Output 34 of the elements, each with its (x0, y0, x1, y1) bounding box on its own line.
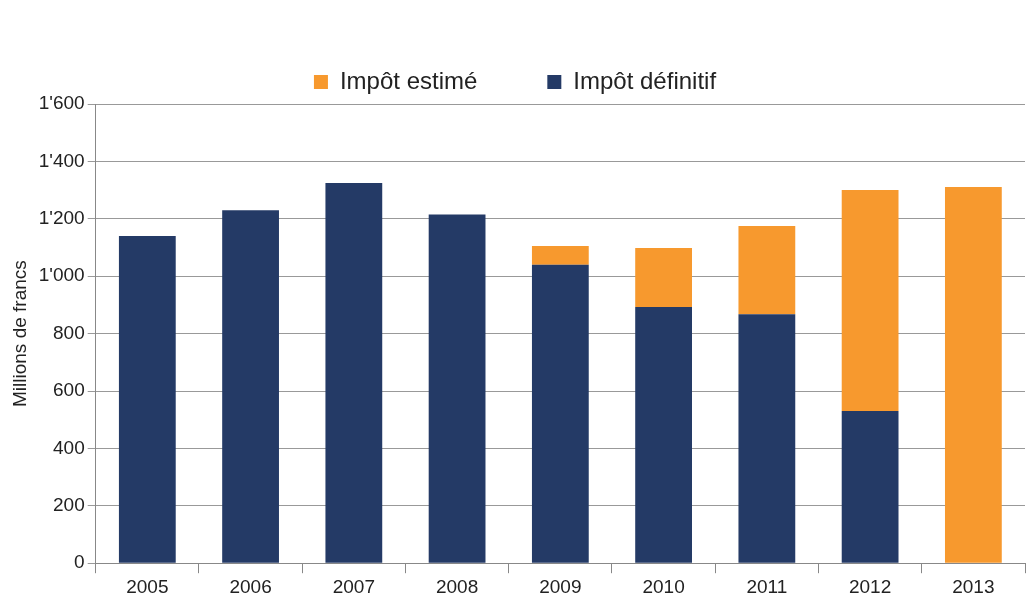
x-tick-label: 2005 (126, 575, 169, 597)
bar (531, 264, 589, 563)
bar (635, 306, 692, 563)
y-tick-label: 400 (52, 436, 85, 458)
y-tick-label: 800 (52, 321, 85, 343)
bar (841, 411, 899, 563)
y-tick-label: 200 (52, 494, 85, 516)
bar (531, 246, 589, 265)
y-tick-label: 0 (74, 551, 85, 573)
y-tick-label: 600 (52, 379, 85, 401)
bar (635, 248, 692, 307)
x-tick-label: 2006 (229, 575, 272, 597)
bar (738, 314, 796, 563)
y-tick-label: 1'400 (38, 149, 85, 171)
x-tick-label: 2012 (848, 575, 892, 597)
bar (841, 190, 899, 412)
x-tick-label: 2009 (539, 575, 582, 597)
x-tick-label: 2010 (642, 575, 685, 597)
y-tick-label: 1'000 (38, 264, 85, 286)
bar (222, 210, 279, 563)
legend-label: Impôt estimé (339, 66, 478, 94)
legend-label: Impôt définitif (573, 66, 717, 94)
bar (325, 182, 383, 563)
y-axis-title: Millions de francs (8, 260, 30, 407)
y-tick-label: 1'200 (38, 207, 85, 229)
x-tick-label: 2011 (746, 575, 788, 597)
x-tick-label: 2008 (435, 575, 479, 597)
bar (738, 225, 796, 315)
x-tick-label: 2007 (332, 575, 375, 597)
bar (118, 236, 176, 563)
x-tick-label: 2013 (952, 575, 995, 597)
y-tick-label: 1'600 (38, 92, 85, 114)
bar (428, 214, 486, 563)
bar (944, 186, 1002, 563)
